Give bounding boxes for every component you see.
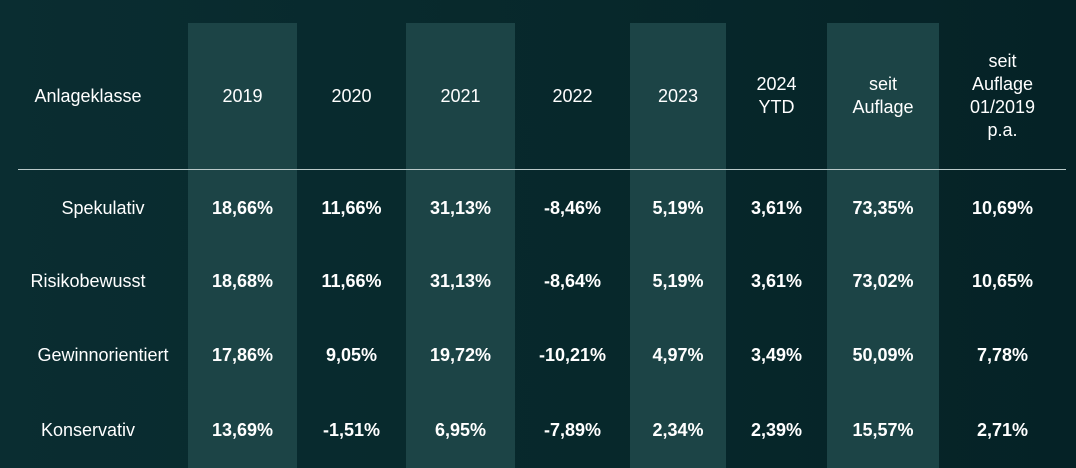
- row-label-spekulativ: Spekulativ: [61, 197, 145, 218]
- column-highlight-2019: [188, 23, 297, 468]
- table-cell: 9,05%: [325, 344, 378, 365]
- column-highlight-2023: [630, 23, 726, 468]
- header-2020: 2020: [331, 85, 372, 106]
- row-label-risikobewusst: Risikobewusst: [30, 270, 146, 291]
- table-cell: 11,66%: [321, 270, 382, 291]
- header-2022: 2022: [552, 85, 593, 106]
- header-2024-ytd: 2024 YTD: [756, 74, 797, 117]
- row-label-konservativ: Konservativ: [40, 419, 136, 440]
- table-cell: -8,64%: [543, 270, 602, 291]
- table-cell: 7,78%: [976, 344, 1029, 365]
- header-seit-auflage: seit Auflage: [852, 74, 914, 117]
- table-cell: 18,68%: [211, 270, 274, 291]
- table-cell: 15,57%: [852, 419, 914, 440]
- table-cell: 50,09%: [852, 344, 914, 365]
- column-highlight-2021: [406, 23, 515, 468]
- table-cell: 73,02%: [852, 270, 914, 291]
- table-cell: 2,34%: [652, 419, 704, 440]
- table-cell: 31,13%: [429, 270, 492, 291]
- table-cell: -1,51%: [322, 419, 381, 440]
- table-cell: 11,66%: [321, 197, 382, 218]
- column-highlight-seit-auflage: [827, 23, 939, 468]
- table-cell: 31,13%: [429, 197, 492, 218]
- header-divider: [18, 169, 1066, 170]
- table-cell: 18,66%: [211, 197, 274, 218]
- table-cell: 4,97%: [652, 344, 704, 365]
- table-cell: -10,21%: [538, 344, 607, 365]
- table-cell: 13,69%: [211, 419, 274, 440]
- header-seit-auflage-pa: seit Auflage 01/2019 p.a.: [969, 51, 1036, 140]
- table-cell: -8,46%: [543, 197, 602, 218]
- table-cell: 17,86%: [211, 344, 274, 365]
- table-cell: 6,95%: [434, 419, 487, 440]
- table-cell: 2,39%: [750, 419, 803, 440]
- table-cell: 3,61%: [750, 270, 803, 291]
- table-cell: 10,65%: [971, 270, 1034, 291]
- header-2021: 2021: [440, 85, 481, 106]
- header-anlageklasse: Anlageklasse: [34, 85, 142, 106]
- table-cell: 2,71%: [976, 419, 1029, 440]
- table-cell: 3,49%: [750, 344, 803, 365]
- table-cell: 73,35%: [852, 197, 914, 218]
- row-label-gewinnorientiert: Gewinnorientiert: [37, 344, 169, 365]
- table-cell: 19,72%: [429, 344, 492, 365]
- table-cell: 3,61%: [750, 197, 803, 218]
- header-2019: 2019: [222, 85, 263, 106]
- table-cell: 5,19%: [652, 197, 704, 218]
- header-2023: 2023: [657, 85, 699, 106]
- table-cell: 10,69%: [971, 197, 1034, 218]
- table-cell: 5,19%: [652, 270, 704, 291]
- table-cell: -7,89%: [543, 419, 602, 440]
